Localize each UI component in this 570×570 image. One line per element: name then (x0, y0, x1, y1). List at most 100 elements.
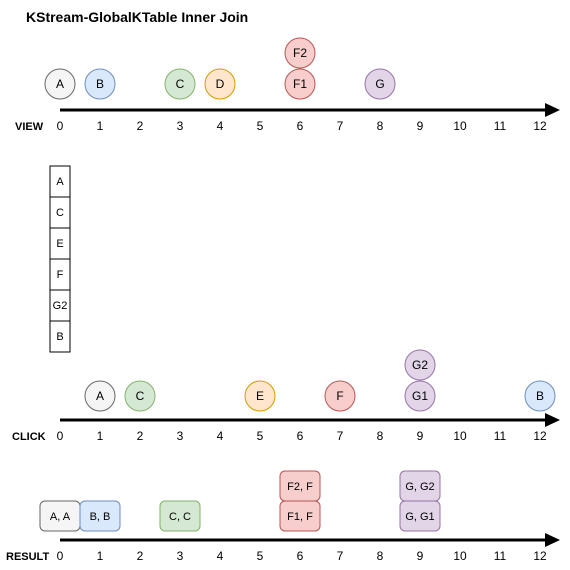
global-ktable: A C E F G2 B (49, 165, 71, 353)
ktable-row-e: E (49, 227, 71, 260)
view-event-a: A (44, 68, 76, 100)
result-record-b-b: B, B (79, 500, 121, 532)
view-tick-9: 9 (417, 119, 424, 133)
result-record-label: C, C (169, 511, 191, 523)
click-event-label: B (536, 389, 544, 403)
view-event-circle (284, 68, 316, 100)
result-record-box (79, 500, 121, 532)
click-event-circle (124, 380, 156, 412)
click-tick-12: 12 (533, 429, 547, 443)
view-tick-1: 1 (97, 119, 104, 133)
result-record-box (279, 470, 321, 502)
view-event-circle (284, 37, 316, 69)
view-tick-10: 10 (453, 119, 467, 133)
click-event-g2: G2 (404, 349, 436, 381)
result-tick-3: 3 (177, 549, 184, 563)
result-axis-arrowhead (545, 533, 560, 547)
ktable-cell (49, 320, 71, 353)
click-events: A C E F G1 G2 B (84, 349, 556, 412)
view-event-label: A (56, 77, 64, 91)
view-event-f1: F1 (284, 68, 316, 100)
view-event-circle (44, 68, 76, 100)
click-event-c: C (124, 380, 156, 412)
click-event-label: A (96, 389, 104, 403)
click-event-circle (244, 380, 276, 412)
result-record-g-g2: G, G2 (399, 470, 441, 502)
view-event-c: C (164, 68, 196, 100)
click-tick-9: 9 (417, 429, 424, 443)
result-record-label: G, G2 (405, 481, 434, 493)
result-tick-12: 12 (533, 549, 547, 563)
result-tick-10: 10 (453, 549, 467, 563)
click-event-label: F (336, 389, 343, 403)
view-events: A B C D F1 F2 G (44, 37, 396, 100)
view-event-label: F2 (293, 46, 307, 60)
result-tick-5: 5 (257, 549, 264, 563)
diagram-title: KStream-GlobalKTable Inner Join (26, 9, 248, 25)
view-event-g: G (364, 68, 396, 100)
view-event-circle (364, 68, 396, 100)
ktable-cell-label: A (56, 176, 64, 188)
result-record-label: F1, F (287, 511, 313, 523)
view-event-f2: F2 (284, 37, 316, 69)
view-tick-8: 8 (377, 119, 384, 133)
view-event-circle (84, 68, 116, 100)
click-label: CLICK (12, 431, 46, 443)
view-tick-6: 6 (297, 119, 304, 133)
view-tick-5: 5 (257, 119, 264, 133)
click-tick-4: 4 (217, 429, 224, 443)
click-tick-11: 11 (494, 429, 507, 443)
click-event-circle (324, 380, 356, 412)
view-tick-2: 2 (137, 119, 144, 133)
result-record-a-a: A, A (39, 500, 81, 532)
click-tick-8: 8 (377, 429, 384, 443)
click-event-circle (404, 349, 436, 381)
ktable-row-b: B (49, 320, 71, 353)
ktable-cell-label: C (56, 207, 64, 219)
result-record-label: G, G1 (405, 511, 434, 523)
view-tick-labels: 0 1 2 3 4 5 6 7 8 9 10 11 12 (57, 119, 547, 133)
view-event-label: D (216, 77, 225, 91)
view-tick-7: 7 (337, 119, 344, 133)
click-tick-3: 3 (177, 429, 184, 443)
result-tick-7: 7 (337, 549, 344, 563)
view-event-label: G (375, 77, 384, 91)
ktable-row-f: F (49, 258, 71, 291)
view-tick-12: 12 (533, 119, 547, 133)
result-tick-9: 9 (417, 549, 424, 563)
result-tick-0: 0 (57, 549, 64, 563)
result-record-label: A, A (50, 511, 71, 523)
view-event-circle (204, 68, 236, 100)
click-tick-labels: 0 1 2 3 4 5 6 7 8 9 10 11 12 (57, 429, 547, 443)
ktable-row-g2: G2 (49, 289, 71, 322)
result-tick-1: 1 (97, 549, 104, 563)
click-event-circle (524, 380, 556, 412)
view-tick-3: 3 (177, 119, 184, 133)
ktable-row-a: A (49, 165, 71, 198)
ktable-cell-label: E (56, 238, 63, 250)
result-tick-6: 6 (297, 549, 304, 563)
click-tick-10: 10 (453, 429, 467, 443)
click-tick-5: 5 (257, 429, 264, 443)
view-event-circle (164, 68, 196, 100)
click-event-label: G2 (412, 358, 428, 372)
result-tick-2: 2 (137, 549, 144, 563)
click-event-f: F (324, 380, 356, 412)
result-label: RESULT (6, 551, 49, 563)
view-event-label: C (176, 77, 185, 91)
view-event-d: D (204, 68, 236, 100)
ktable-cell-label: F (57, 269, 64, 281)
view-event-b: B (84, 68, 116, 100)
result-events: A, A B, B C, C F1, F F2, F G, G1 G, G2 (39, 470, 441, 532)
click-tick-0: 0 (57, 429, 64, 443)
ktable-cell-label: B (56, 331, 63, 343)
view-axis-arrowhead (545, 103, 560, 117)
click-axis-arrowhead (545, 413, 560, 427)
click-event-label: G1 (412, 389, 428, 403)
click-event-label: C (136, 389, 145, 403)
result-record-label: B, B (90, 511, 111, 523)
click-tick-2: 2 (137, 429, 144, 443)
click-tick-7: 7 (337, 429, 344, 443)
